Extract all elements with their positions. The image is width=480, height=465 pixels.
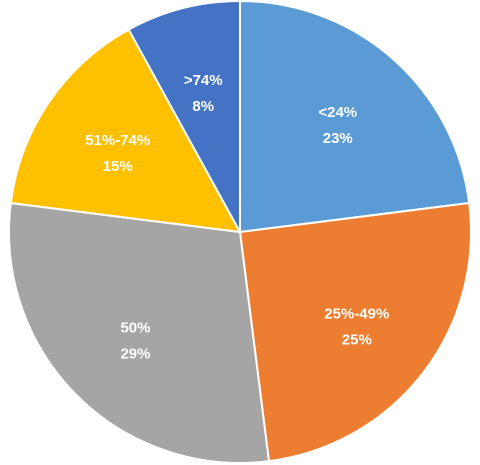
slice-category-label: >74% bbox=[184, 72, 223, 89]
pie-slice bbox=[239, 0, 471, 234]
pie-slice bbox=[8, 201, 271, 464]
slice-category-label: <24% bbox=[318, 104, 357, 121]
slice-category-label: 51%-74% bbox=[85, 132, 150, 149]
slice-data-label: >74% 8% bbox=[184, 72, 223, 115]
slice-value-label: 8% bbox=[192, 98, 214, 115]
slice-value-label: 29% bbox=[120, 346, 150, 363]
slice-value-label: 23% bbox=[323, 130, 353, 147]
slice-category-label: 25%-49% bbox=[324, 306, 389, 323]
slice-data-label: 51%-74% 15% bbox=[85, 132, 150, 175]
pie-slice bbox=[127, 0, 241, 233]
slice-data-label: 50% 29% bbox=[120, 320, 150, 363]
slice-data-label: <24% 23% bbox=[318, 104, 357, 147]
slice-value-label: 15% bbox=[103, 158, 133, 175]
slice-category-label: 50% bbox=[120, 320, 150, 337]
slice-data-label: 25%-49% 25% bbox=[324, 306, 389, 349]
pie-slice bbox=[9, 28, 242, 234]
pie-slice bbox=[238, 201, 472, 463]
slice-value-label: 25% bbox=[342, 332, 372, 349]
